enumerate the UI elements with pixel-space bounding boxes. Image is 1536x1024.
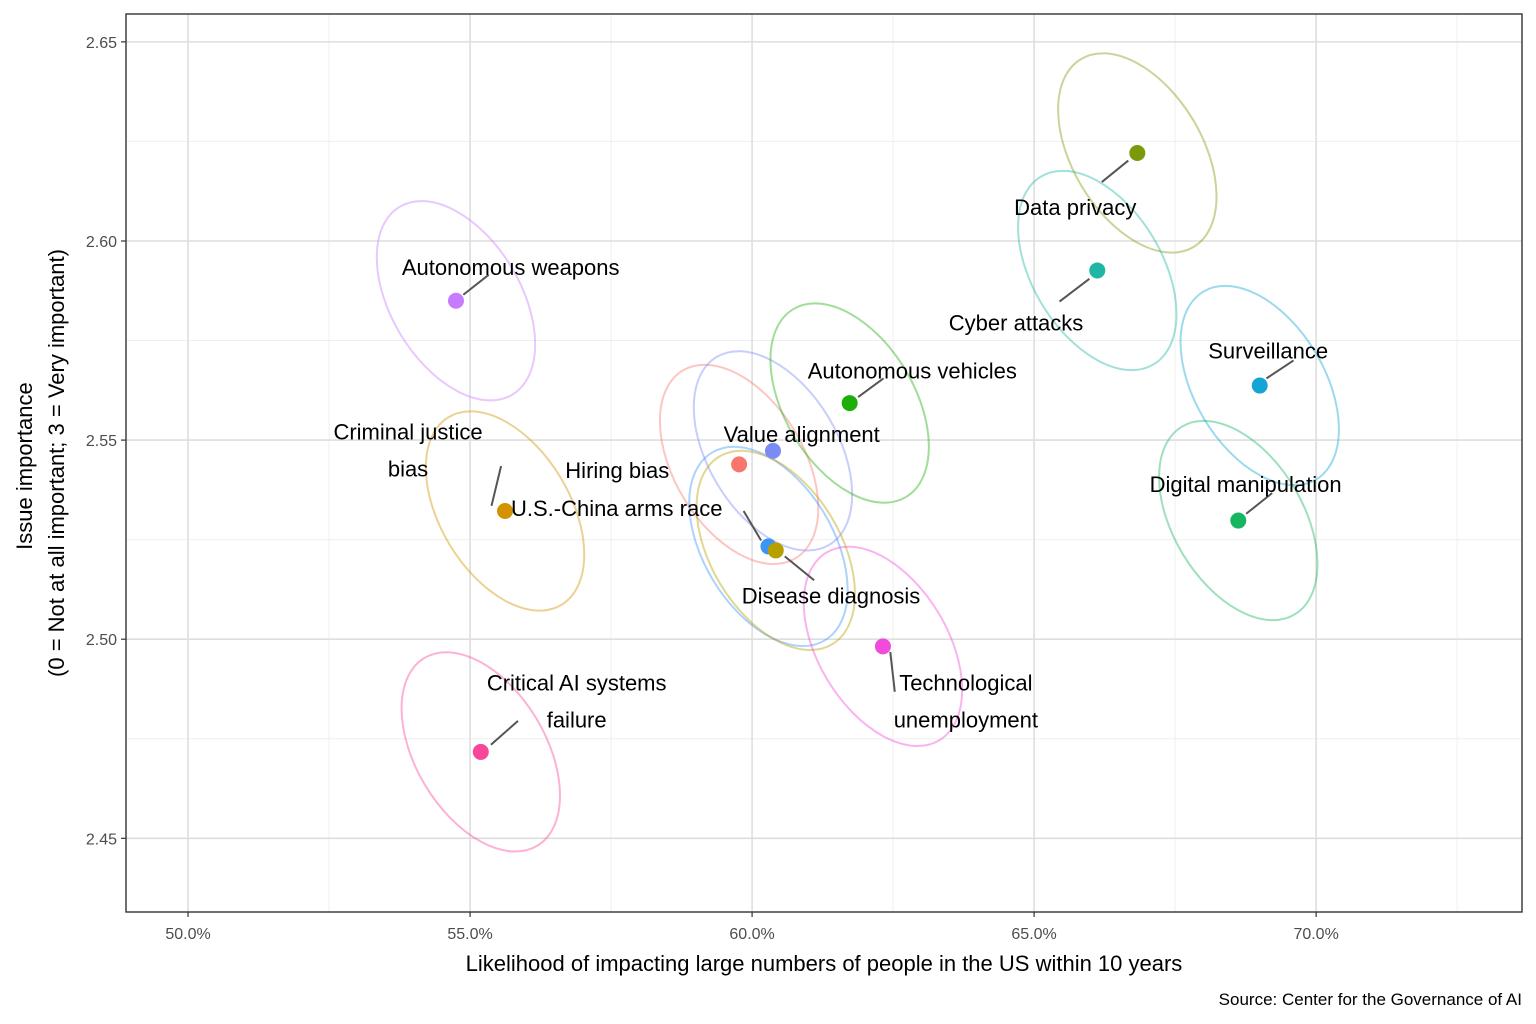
x-axis-ticks: 50.0% 55.0% 60.0% 65.0% 70.0% bbox=[165, 912, 1339, 943]
y-tick-label: 2.65 bbox=[86, 35, 117, 52]
ellipse-4 bbox=[692, 350, 854, 552]
leader-line-1 bbox=[490, 465, 503, 507]
point-label-4: Value alignment bbox=[724, 422, 880, 447]
x-axis-title: Likelihood of impacting large numbers of… bbox=[466, 951, 1183, 976]
point-label-10: Data privacy bbox=[1014, 195, 1136, 220]
point-10 bbox=[1129, 144, 1146, 161]
point-label-11: Surveillance bbox=[1208, 339, 1328, 364]
data-points bbox=[447, 144, 1268, 760]
point-7 bbox=[841, 395, 858, 412]
point-label-2-line-1: failure bbox=[547, 707, 607, 732]
point-label-0: Autonomous weapons bbox=[402, 255, 620, 280]
label-leader-lines bbox=[462, 159, 1295, 746]
point-11 bbox=[1251, 377, 1268, 394]
x-tick-label: 60.0% bbox=[729, 926, 774, 943]
y-tick-label: 2.60 bbox=[86, 234, 117, 251]
leader-line-12 bbox=[1245, 492, 1273, 515]
ellipse-3 bbox=[658, 363, 820, 566]
x-tick-label: 65.0% bbox=[1011, 926, 1056, 943]
ellipse-11 bbox=[1179, 284, 1340, 487]
leader-line-9 bbox=[1058, 278, 1090, 303]
ellipse-5 bbox=[688, 445, 849, 648]
x-tick-label: 70.0% bbox=[1293, 926, 1338, 943]
ellipse-7 bbox=[769, 302, 930, 504]
point-label-9: Cyber attacks bbox=[949, 311, 1084, 336]
ellipse-9 bbox=[1017, 169, 1178, 372]
point-label-6: Disease diagnosis bbox=[742, 583, 921, 608]
leader-line-6 bbox=[784, 555, 815, 582]
source-caption: Source: Center for the Governance of AI bbox=[1219, 990, 1522, 1009]
x-tick-label: 50.0% bbox=[165, 926, 210, 943]
y-axis-title: Issue importance (0 = Not at all importa… bbox=[12, 249, 69, 677]
y-tick-label: 2.50 bbox=[86, 632, 117, 649]
major-gridlines bbox=[126, 14, 1522, 912]
point-label-12: Digital manipulation bbox=[1150, 472, 1342, 497]
point-label-7: Autonomous vehicles bbox=[808, 358, 1017, 383]
ellipse-6 bbox=[695, 449, 856, 652]
plot-panel-border bbox=[125, 13, 1523, 913]
point-label-8-line-1: unemployment bbox=[894, 707, 1038, 732]
point-9 bbox=[1089, 262, 1106, 279]
point-label-3: Hiring bias bbox=[565, 458, 669, 483]
point-1 bbox=[497, 502, 514, 519]
y-axis-title-line-2: (0 = Not at all important; 3 = Very impo… bbox=[44, 249, 69, 677]
ellipse-0 bbox=[375, 200, 537, 402]
point-3 bbox=[731, 456, 748, 473]
x-tick-label: 55.0% bbox=[447, 926, 492, 943]
point-0 bbox=[447, 292, 464, 309]
y-tick-label: 2.55 bbox=[86, 433, 117, 450]
y-axis-title-line-1: Issue importance bbox=[12, 382, 37, 550]
ellipse-8 bbox=[802, 545, 964, 748]
ellipse-2 bbox=[400, 651, 561, 853]
point-labels: Autonomous weapons Criminal justice bias Cr… bbox=[333, 195, 1341, 732]
leader-line-10 bbox=[1101, 159, 1129, 183]
leader-line-2 bbox=[490, 720, 519, 746]
point-4 bbox=[764, 442, 781, 459]
leader-line-0 bbox=[462, 274, 490, 296]
leader-line-7 bbox=[857, 377, 885, 398]
point-label-8-line-0: Technological bbox=[899, 670, 1032, 695]
leader-line-5 bbox=[742, 510, 762, 541]
leader-line-11 bbox=[1265, 359, 1295, 380]
point-label-2-line-0: Critical AI systems bbox=[487, 670, 667, 695]
ellipse-12 bbox=[1158, 419, 1319, 622]
y-axis-ticks: 2.45 2.50 2.55 2.60 2.65 bbox=[86, 35, 126, 848]
point-6 bbox=[767, 542, 784, 559]
minor-gridlines bbox=[126, 14, 1522, 912]
ellipse-10 bbox=[1057, 52, 1218, 254]
point-2 bbox=[472, 743, 489, 760]
point-8 bbox=[874, 638, 891, 655]
leader-line-8 bbox=[889, 651, 896, 692]
ellipse-1 bbox=[424, 410, 586, 612]
point-label-1-line-0: Criminal justice bbox=[333, 420, 482, 445]
confidence-ellipses bbox=[375, 52, 1340, 853]
point-12 bbox=[1230, 512, 1247, 529]
point-label-5: U.S.-China arms race bbox=[511, 496, 723, 521]
y-tick-label: 2.45 bbox=[86, 831, 117, 848]
point-label-1-line-1: bias bbox=[388, 457, 428, 482]
